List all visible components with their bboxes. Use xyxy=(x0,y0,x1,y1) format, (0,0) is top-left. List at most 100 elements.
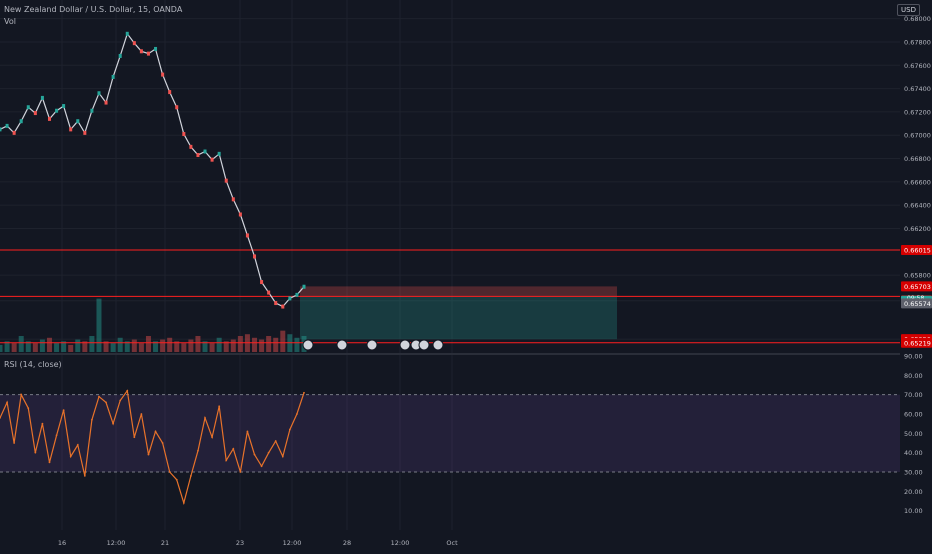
rsi-point xyxy=(126,389,129,392)
take-profit-zone xyxy=(300,296,617,340)
rsi-point xyxy=(62,409,65,412)
rsi-point xyxy=(119,399,122,402)
volume-bar xyxy=(252,337,258,352)
price-point xyxy=(55,108,59,113)
price-point xyxy=(12,130,16,135)
volume-bar xyxy=(54,343,60,352)
volume-bar xyxy=(266,336,272,352)
volume-bar xyxy=(160,339,166,352)
price-tick-label: 0.66600 xyxy=(904,178,931,186)
horizontal-levels xyxy=(0,249,900,344)
grid xyxy=(0,0,900,530)
volume-bar xyxy=(138,343,144,352)
event-flag-icon xyxy=(302,339,314,351)
rsi-tick-label: 50.00 xyxy=(904,430,923,438)
volume-bar xyxy=(39,339,45,352)
price-axis: 0.68000 0.67800 0.67600 0.67400 0.67200 0.670… xyxy=(900,0,932,550)
price-point xyxy=(175,105,179,110)
volume-bar xyxy=(280,330,286,352)
rsi-point xyxy=(133,436,136,439)
rsi-point xyxy=(27,407,30,410)
time-tick-label: 21 xyxy=(161,539,169,547)
stop-price-label: 0.65703 xyxy=(904,283,931,291)
price-point xyxy=(19,119,23,124)
rsi-point xyxy=(253,453,256,456)
rsi-point xyxy=(225,459,228,462)
volume-label[interactable]: Vol xyxy=(4,17,16,26)
price-point xyxy=(97,91,101,96)
time-tick-label: 16 xyxy=(58,539,66,547)
level-label: 0.66015 xyxy=(904,247,931,255)
price-point xyxy=(295,292,299,297)
rsi-tick-label: 30.00 xyxy=(904,469,923,477)
price-point xyxy=(26,105,30,110)
rsi-point xyxy=(267,451,270,454)
price-tick-label: 0.67000 xyxy=(904,132,931,140)
volume-bar xyxy=(259,339,265,352)
volume-bar xyxy=(0,344,3,352)
rsi-point xyxy=(20,393,23,396)
level-label-bg xyxy=(901,245,932,256)
rsi-point xyxy=(182,502,185,504)
price-point xyxy=(267,290,271,295)
volume-bar xyxy=(230,339,236,352)
volume-bar xyxy=(4,341,10,352)
volume-bar xyxy=(89,336,95,352)
volume-bar xyxy=(18,336,24,352)
volume-bar xyxy=(61,341,67,352)
event-flag-icon xyxy=(418,339,430,351)
rsi-point xyxy=(147,453,150,456)
rsi-band xyxy=(0,394,900,472)
rsi-point xyxy=(204,416,206,419)
price-point xyxy=(253,254,257,259)
price-point xyxy=(83,130,87,135)
symbol-title[interactable]: New Zealand Dollar / U.S. Dollar, 15, OA… xyxy=(4,5,183,14)
rsi-point xyxy=(55,434,58,437)
price-point xyxy=(40,95,44,100)
rsi-point xyxy=(140,413,143,415)
volume-bars xyxy=(0,298,307,352)
volume-bar xyxy=(216,337,222,352)
volume-bar xyxy=(96,298,102,352)
rsi-point xyxy=(175,478,178,481)
volume-bar xyxy=(153,341,159,352)
event-flag-icon xyxy=(336,339,348,351)
time-tick-label: 28 xyxy=(343,539,351,547)
volume-bar xyxy=(117,337,123,352)
volume-bar xyxy=(294,337,300,352)
price-tick-label: 0.66400 xyxy=(904,202,931,210)
price-point xyxy=(224,178,228,183)
rsi-point xyxy=(303,391,305,394)
rsi-point xyxy=(211,436,213,439)
price-point xyxy=(302,284,306,289)
time-tick-label: 23 xyxy=(236,539,244,547)
volume-bar xyxy=(103,341,109,352)
volume-bar xyxy=(223,341,229,352)
price-point xyxy=(245,233,249,238)
currency-button[interactable]: USD xyxy=(897,4,920,16)
price-tick-label: 0.66200 xyxy=(904,225,931,233)
price-point xyxy=(189,144,193,149)
rsi-tick-label: 60.00 xyxy=(904,411,923,419)
rsi-point xyxy=(69,455,72,458)
rsi-point xyxy=(296,413,298,415)
price-tick-label: 0.67800 xyxy=(904,38,931,46)
price-point xyxy=(62,104,66,109)
price-point xyxy=(168,90,172,95)
rsi-point xyxy=(288,428,291,431)
rsi-point xyxy=(218,405,221,408)
event-flag-icon xyxy=(432,339,444,351)
time-tick-label: Oct xyxy=(446,539,458,547)
price-point xyxy=(238,212,242,217)
price-point xyxy=(33,111,37,116)
time-tick-label: 12:00 xyxy=(391,539,410,547)
price-series-line xyxy=(0,32,305,308)
price-tick-label: 0.67200 xyxy=(904,108,931,116)
event-flag-icon xyxy=(366,339,378,351)
volume-bar xyxy=(174,341,180,352)
price-point xyxy=(231,197,235,202)
rsi-title[interactable]: RSI (14, close) xyxy=(4,360,62,369)
price-point xyxy=(154,46,158,51)
